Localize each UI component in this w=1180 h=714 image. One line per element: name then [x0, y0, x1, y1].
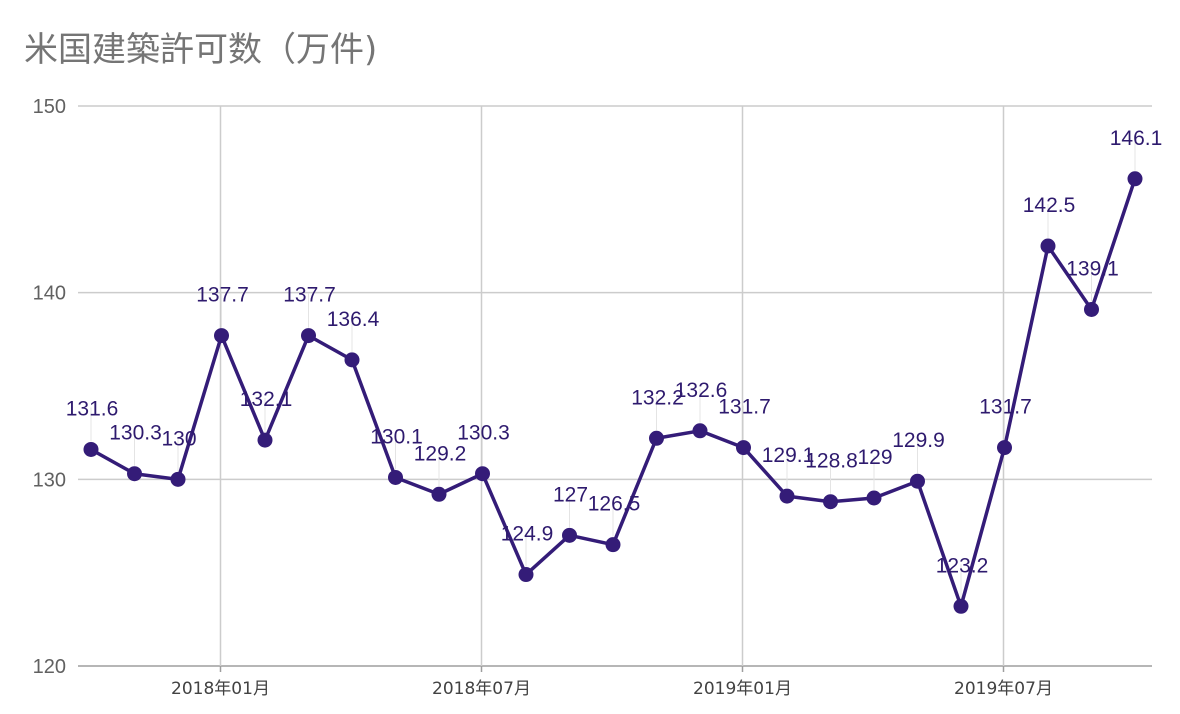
x-axis-ticks: 2018年01月 2018年07月 2019年01月 2019年07月 — [171, 666, 1053, 699]
data-point — [344, 352, 360, 368]
data-label: 146.1 — [1110, 127, 1163, 150]
data-point — [475, 466, 490, 482]
data-point — [83, 441, 99, 457]
data-point — [692, 423, 708, 439]
data-label: 130.3 — [109, 422, 162, 445]
label-leaders — [90, 136, 1136, 599]
data-label: 128.8 — [805, 450, 858, 473]
data-label: 142.5 — [1023, 194, 1076, 217]
data-label: 131.7 — [979, 396, 1032, 419]
data-point — [823, 494, 838, 510]
data-label: 139.1 — [1066, 257, 1119, 280]
data-label: 131.6 — [66, 397, 119, 420]
data-point — [301, 328, 316, 344]
data-point — [910, 473, 925, 489]
data-point — [388, 469, 403, 485]
data-point — [866, 490, 882, 506]
data-point — [127, 466, 142, 482]
chart-title: 米国建築許可数（万件) — [24, 30, 378, 70]
data-point — [518, 567, 534, 583]
data-label: 129.9 — [892, 429, 945, 452]
x-tick-label: 2018年01月 — [171, 679, 270, 699]
data-label: 129.2 — [414, 442, 467, 465]
data-point — [170, 471, 186, 487]
data-label: 130.3 — [457, 422, 510, 445]
data-point — [257, 432, 273, 448]
x-tick-label: 2018年07月 — [432, 679, 531, 699]
y-tick-label: 150 — [33, 96, 66, 118]
data-label: 132.1 — [240, 388, 293, 411]
data-point — [214, 328, 229, 344]
data-point — [1127, 171, 1143, 187]
data-point — [779, 488, 795, 504]
data-label: 131.7 — [718, 396, 771, 419]
data-label: 132.2 — [631, 386, 684, 409]
y-tick-label: 120 — [33, 656, 66, 678]
data-point — [605, 537, 621, 553]
gridlines — [78, 105, 1152, 667]
data-label: 136.4 — [327, 308, 380, 331]
data-point — [431, 486, 447, 502]
data-point — [953, 598, 969, 614]
data-points — [83, 171, 1143, 614]
data-label: 132.6 — [675, 379, 728, 402]
data-label: 123.2 — [936, 554, 989, 577]
y-tick-label: 130 — [33, 469, 66, 491]
data-point — [562, 527, 577, 543]
data-point — [736, 440, 751, 456]
data-label: 137.7 — [283, 284, 336, 307]
data-point — [1040, 238, 1056, 254]
data-label: 127 — [553, 483, 588, 506]
data-point — [649, 430, 664, 446]
data-label: 129 — [857, 446, 892, 469]
data-point — [997, 440, 1012, 456]
data-point — [1084, 301, 1099, 317]
data-label: 129.1 — [762, 444, 815, 467]
data-label: 137.7 — [196, 284, 249, 307]
data-label: 126.5 — [588, 493, 641, 516]
y-axis-ticks: 120 130 140 150 — [33, 96, 66, 678]
data-label: 130.1 — [370, 425, 423, 448]
y-tick-label: 140 — [33, 283, 66, 305]
x-tick-label: 2019年07月 — [954, 679, 1053, 699]
data-label: 130 — [161, 427, 196, 450]
data-label: 124.9 — [501, 523, 554, 546]
x-tick-label: 2019年01月 — [693, 679, 792, 699]
